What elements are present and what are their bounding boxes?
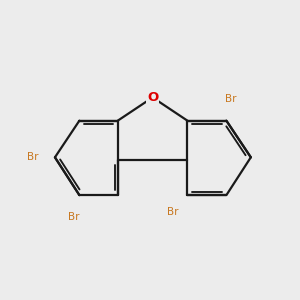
Text: Br: Br <box>68 212 80 221</box>
Text: Br: Br <box>167 207 179 217</box>
Text: O: O <box>147 91 158 104</box>
Text: Br: Br <box>225 94 237 104</box>
Text: Br: Br <box>27 152 39 162</box>
